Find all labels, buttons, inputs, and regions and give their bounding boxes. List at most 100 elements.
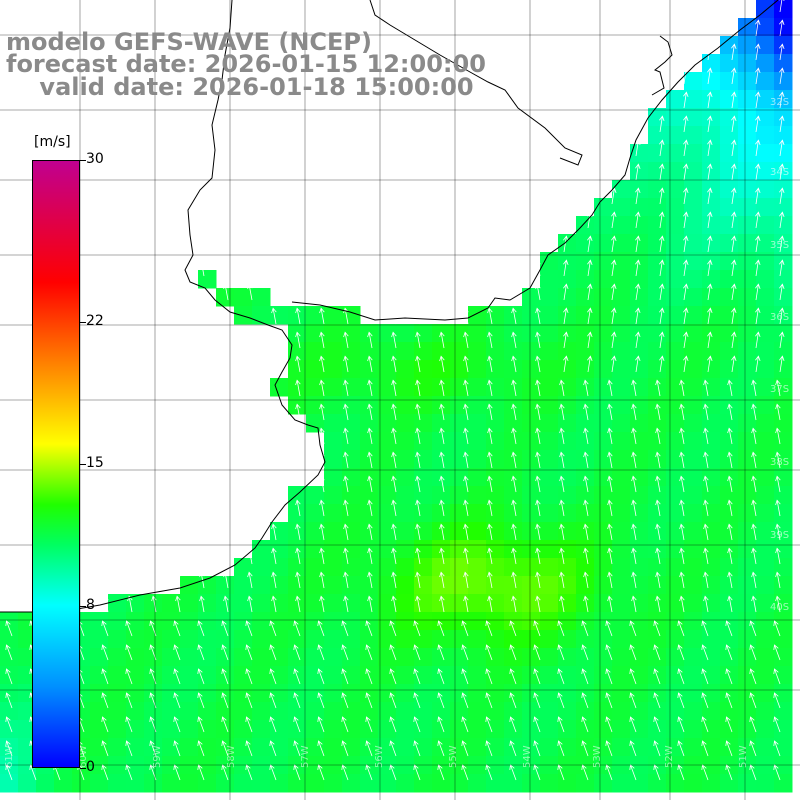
field-cell <box>684 594 703 613</box>
field-cell <box>738 684 757 703</box>
field-cell <box>108 720 127 739</box>
wind-arrow <box>659 211 665 229</box>
field-cell <box>684 360 703 379</box>
wind-arrow <box>463 523 469 541</box>
field-cell <box>126 630 145 649</box>
wind-arrow <box>629 620 637 637</box>
field-cell <box>468 486 487 505</box>
wind-arrow <box>563 283 569 301</box>
field-cell <box>612 270 631 289</box>
colorbar-tick-label: 30 <box>86 151 104 167</box>
field-cell <box>198 612 217 631</box>
field-cell <box>396 558 415 577</box>
field-cell <box>594 486 613 505</box>
field-cell <box>666 576 685 595</box>
field-cell <box>108 684 127 703</box>
field-cell <box>468 630 487 649</box>
wind-arrow <box>343 475 349 493</box>
field-cell <box>720 234 739 253</box>
wind-arrow <box>631 595 637 613</box>
field-cell <box>558 252 577 271</box>
wind-arrow <box>197 644 205 661</box>
field-cell <box>288 360 307 379</box>
field-cell <box>486 756 505 775</box>
field-cell <box>450 612 469 631</box>
field-cell <box>108 630 127 649</box>
field-cell <box>594 360 613 379</box>
wind-arrow <box>197 764 205 781</box>
field-cell <box>504 738 523 757</box>
field-cell <box>648 612 667 631</box>
field-cell <box>504 612 523 631</box>
field-cell <box>306 576 325 595</box>
field-cell <box>360 378 379 397</box>
field-cell <box>558 720 577 739</box>
wind-arrow <box>755 163 761 181</box>
field-cell <box>666 774 685 793</box>
wind-arrow <box>317 644 325 661</box>
field-cell <box>702 468 721 487</box>
field-cell <box>180 648 199 667</box>
wind-arrow <box>5 716 13 733</box>
field-cell <box>630 414 649 433</box>
wind-arrow <box>659 115 665 133</box>
field-cell <box>774 468 793 487</box>
field-cell <box>432 738 451 757</box>
wind-arrow <box>683 283 689 301</box>
wind-arrow <box>197 668 205 685</box>
wind-arrow <box>221 740 229 757</box>
wind-arrow <box>773 644 781 661</box>
wind-arrow <box>635 139 641 157</box>
wind-arrow <box>487 571 493 589</box>
field-cell <box>720 216 739 235</box>
wind-arrow <box>611 355 617 373</box>
field-cell <box>558 612 577 631</box>
wind-arrow <box>271 307 277 325</box>
wind-arrow <box>5 764 13 781</box>
field-cell <box>522 306 541 325</box>
field-cell <box>630 396 649 415</box>
field-cell <box>486 468 505 487</box>
field-cell <box>396 612 415 631</box>
field-cell <box>270 378 289 397</box>
field-cell <box>738 414 757 433</box>
field-cell <box>252 666 271 685</box>
field-cell <box>414 324 433 343</box>
wind-arrow <box>775 499 781 517</box>
field-cell <box>648 108 667 127</box>
field-cell <box>306 630 325 649</box>
field-cell <box>324 360 343 379</box>
wind-arrow <box>683 139 689 157</box>
field-cell <box>594 432 613 451</box>
field-cell <box>666 288 685 307</box>
field-cell <box>756 90 775 109</box>
field-cell <box>756 666 775 685</box>
field-cell <box>378 684 397 703</box>
field-cell <box>612 756 631 775</box>
field-cell <box>540 774 559 793</box>
wind-arrow <box>679 595 685 613</box>
field-cell <box>198 648 217 667</box>
field-cell <box>756 198 775 217</box>
field-cell <box>522 324 541 343</box>
field-cell <box>324 774 343 793</box>
field-cell <box>738 288 757 307</box>
wind-arrow <box>683 163 689 181</box>
wind-arrow <box>511 571 517 589</box>
field-cell <box>450 468 469 487</box>
field-cell <box>468 360 487 379</box>
wind-arrow <box>659 283 665 301</box>
field-cell <box>432 684 451 703</box>
field-cell <box>468 684 487 703</box>
model-title: modelo GEFS-WAVE (NCEP) <box>6 28 372 56</box>
wind-arrow <box>367 355 373 373</box>
wind-arrow <box>557 740 565 757</box>
wind-arrow <box>635 355 641 373</box>
wind-arrow <box>319 571 325 589</box>
wind-arrow <box>677 620 685 637</box>
field-cell <box>468 702 487 721</box>
wind-arrow <box>631 451 637 469</box>
field-cell <box>702 630 721 649</box>
field-cell <box>162 612 181 631</box>
field-cell <box>486 396 505 415</box>
